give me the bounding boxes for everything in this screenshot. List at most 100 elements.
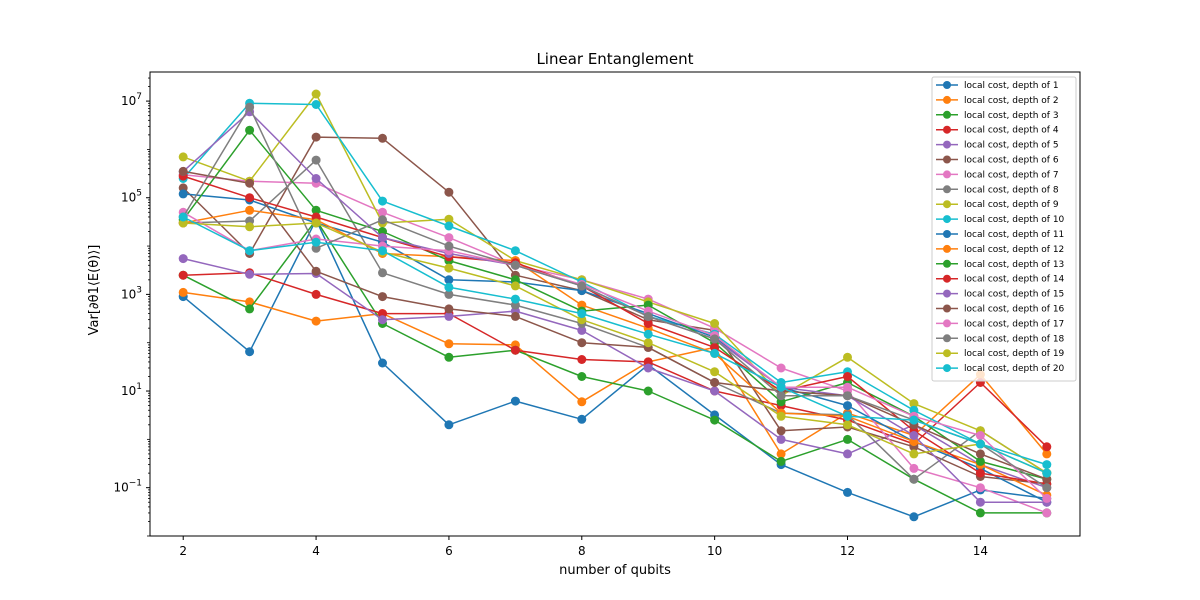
data-point (710, 386, 720, 396)
legend-marker (943, 364, 951, 373)
data-point (643, 329, 653, 339)
data-point (378, 315, 387, 325)
legend-marker (943, 125, 951, 134)
data-point (577, 372, 587, 381)
legend: local cost, depth of 1 local cost, depth … (931, 76, 1077, 382)
data-point (776, 434, 786, 444)
series-line (183, 291, 1048, 455)
data-point (710, 334, 720, 344)
legend-marker (943, 81, 951, 89)
legend-entry: local cost, depth of 7 (936, 170, 1059, 180)
data-point (1042, 493, 1052, 503)
data-point (178, 287, 188, 297)
x-tick-label: 6 (445, 544, 453, 558)
x-tick-label: 8 (578, 544, 586, 558)
data-point (444, 311, 454, 321)
legend-marker (943, 95, 951, 104)
data-point (975, 497, 985, 507)
legend-entry: local cost, depth of 9 (936, 200, 1059, 210)
legend-entry: local cost, depth of 19 (936, 349, 1065, 359)
data-point (843, 420, 852, 430)
data-point (178, 270, 188, 280)
legend-entry: local cost, depth of 18 (936, 334, 1065, 344)
data-point (178, 212, 188, 222)
series-line (183, 272, 1048, 448)
data-point (776, 382, 786, 392)
legend-entry: local cost, depth of 16 (936, 304, 1065, 315)
data-point (975, 483, 985, 493)
data-point (843, 487, 852, 497)
legend-label: local cost, depth of 6 (964, 156, 1059, 166)
data-point (776, 363, 786, 373)
data-point (245, 297, 255, 307)
legend-entry: local cost, depth of 6 (936, 155, 1059, 166)
x-tick-label: 10 (707, 544, 722, 558)
data-point (311, 316, 321, 326)
data-point (843, 449, 852, 459)
data-point (311, 218, 321, 228)
legend-entry: local cost, depth of 13 (936, 259, 1064, 270)
data-point (776, 391, 786, 401)
data-point (311, 289, 321, 299)
legend-label: local cost, depth of 16 (964, 305, 1065, 315)
legend-entry: local cost, depth of 17 (936, 319, 1064, 329)
data-point (1042, 483, 1052, 493)
series-line (182, 211, 1048, 499)
legend-marker (943, 215, 951, 224)
legend-entry: local cost, depth of 10 (936, 215, 1065, 225)
legend-label: local cost, depth of 10 (964, 215, 1065, 225)
data-point (378, 268, 387, 278)
data-point (776, 456, 786, 466)
series-line (182, 102, 1048, 466)
data-point (776, 426, 786, 436)
data-point (577, 338, 587, 348)
data-point (245, 347, 255, 357)
data-point (378, 233, 387, 243)
x-tick-label: 14 (973, 544, 988, 558)
data-point (178, 166, 188, 176)
data-point (843, 401, 852, 411)
data-point (776, 411, 786, 421)
series-line (182, 93, 1048, 474)
data-point (245, 304, 255, 314)
series-line (182, 216, 1048, 474)
legend-marker (943, 200, 951, 209)
data-point (510, 281, 520, 291)
data-point (378, 207, 387, 217)
data-point (378, 292, 387, 302)
data-point (975, 449, 985, 459)
data-point (444, 304, 454, 314)
series-line (183, 222, 1048, 474)
data-point (643, 386, 653, 396)
data-point (643, 311, 653, 321)
legend-label: local cost, depth of 1 (964, 81, 1059, 91)
data-point (843, 382, 852, 392)
data-point (178, 254, 188, 264)
data-point (909, 449, 919, 459)
data-point (1042, 449, 1052, 459)
data-point (245, 178, 255, 188)
x-tick-label: 12 (840, 544, 855, 558)
legend-entry: local cost, depth of 11 (936, 230, 1064, 240)
data-point (1042, 442, 1052, 452)
data-point (843, 391, 852, 401)
data-point (643, 363, 653, 373)
data-point (843, 434, 852, 444)
legend-label: local cost, depth of 9 (964, 200, 1059, 210)
data-point (710, 319, 720, 328)
data-point (378, 215, 387, 225)
legend-marker (943, 334, 951, 343)
data-point (245, 193, 255, 203)
data-point (378, 358, 387, 368)
data-point (975, 439, 985, 449)
data-point (843, 372, 852, 381)
legend-entry: local cost, depth of 15 (936, 289, 1064, 300)
data-point (909, 399, 919, 409)
axes-frame (149, 71, 1081, 537)
legend-entry: local cost, depth of 12 (936, 244, 1064, 255)
legend-marker (943, 185, 951, 194)
data-point (444, 275, 454, 285)
data-point (909, 415, 919, 425)
legend-marker (943, 274, 951, 283)
